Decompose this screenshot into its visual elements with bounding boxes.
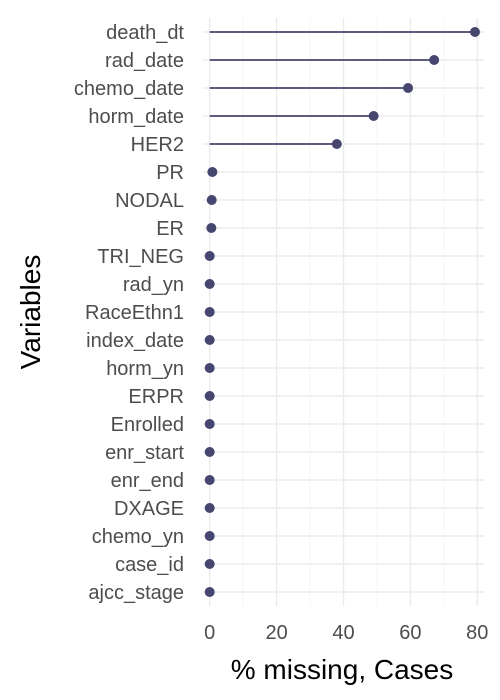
x-axis-title: % missing, Cases xyxy=(231,654,454,685)
y-tick-label-rad-yn: rad_yn xyxy=(123,274,184,296)
x-tick-label-40: 40 xyxy=(332,622,354,644)
y-tick-label-enrolled: Enrolled xyxy=(111,414,184,436)
point-enr-end xyxy=(204,475,215,485)
y-tick-label-index-date: index_date xyxy=(86,330,184,352)
y-tick-label-raceethn1: RaceEthn1 xyxy=(85,302,184,324)
x-axis-tick-labels: 0 20 40 60 80 xyxy=(204,622,488,644)
point-her2 xyxy=(331,139,342,149)
x-tick-label-20: 20 xyxy=(265,622,287,644)
x-tick-label-60: 60 xyxy=(399,622,421,644)
y-tick-label-nodal: NODAL xyxy=(115,190,184,212)
y-tick-label-chemo-date: chemo_date xyxy=(74,78,184,100)
y-tick-label-her2: HER2 xyxy=(131,134,184,156)
y-tick-label-enr-start: enr_start xyxy=(105,442,184,464)
grid-lines xyxy=(203,18,484,606)
y-axis-tick-labels: death_dt rad_date chemo_date horm_date HER2 P… xyxy=(74,22,185,604)
point-rad-yn xyxy=(204,279,215,289)
y-tick-label-death-dt: death_dt xyxy=(106,22,184,44)
x-tick-label-0: 0 xyxy=(204,622,215,644)
point-chemo-date xyxy=(403,83,414,93)
lollipop-stems xyxy=(209,31,475,229)
point-pr xyxy=(207,167,218,177)
point-enr-start xyxy=(204,447,215,457)
y-axis-title: Variables xyxy=(15,255,46,370)
y-tick-label-pr: PR xyxy=(156,162,184,184)
y-tick-label-dxage: DXAGE xyxy=(114,498,184,520)
point-case-id xyxy=(204,559,215,569)
point-tri-neg xyxy=(204,251,215,261)
y-tick-label-rad-date: rad_date xyxy=(105,50,184,72)
y-tick-label-horm-yn: horm_yn xyxy=(106,358,184,380)
point-death-dt xyxy=(469,27,480,37)
lollipop-points xyxy=(204,27,480,597)
point-raceethn1 xyxy=(204,307,215,317)
y-tick-label-horm-date: horm_date xyxy=(88,106,184,128)
y-tick-label-ajcc-stage: ajcc_stage xyxy=(88,582,184,604)
point-nodal xyxy=(206,195,217,205)
point-enrolled xyxy=(204,419,215,429)
y-tick-label-enr-end: enr_end xyxy=(111,470,184,492)
y-tick-label-er: ER xyxy=(156,218,184,240)
point-dxage xyxy=(204,503,215,513)
point-horm-date xyxy=(368,111,379,121)
point-ajcc-stage xyxy=(204,587,215,597)
x-tick-label-80: 80 xyxy=(466,622,488,644)
point-index-date xyxy=(204,335,215,345)
y-tick-label-case-id: case_id xyxy=(115,554,184,576)
point-erpr xyxy=(204,391,215,401)
y-tick-label-erpr: ERPR xyxy=(128,386,184,408)
point-horm-yn xyxy=(204,363,215,373)
y-tick-label-chemo-yn: chemo_yn xyxy=(92,526,184,548)
point-er xyxy=(206,223,217,233)
point-chemo-yn xyxy=(204,531,215,541)
y-tick-label-tri-neg: TRI_NEG xyxy=(97,246,184,268)
point-rad-date xyxy=(429,55,440,65)
